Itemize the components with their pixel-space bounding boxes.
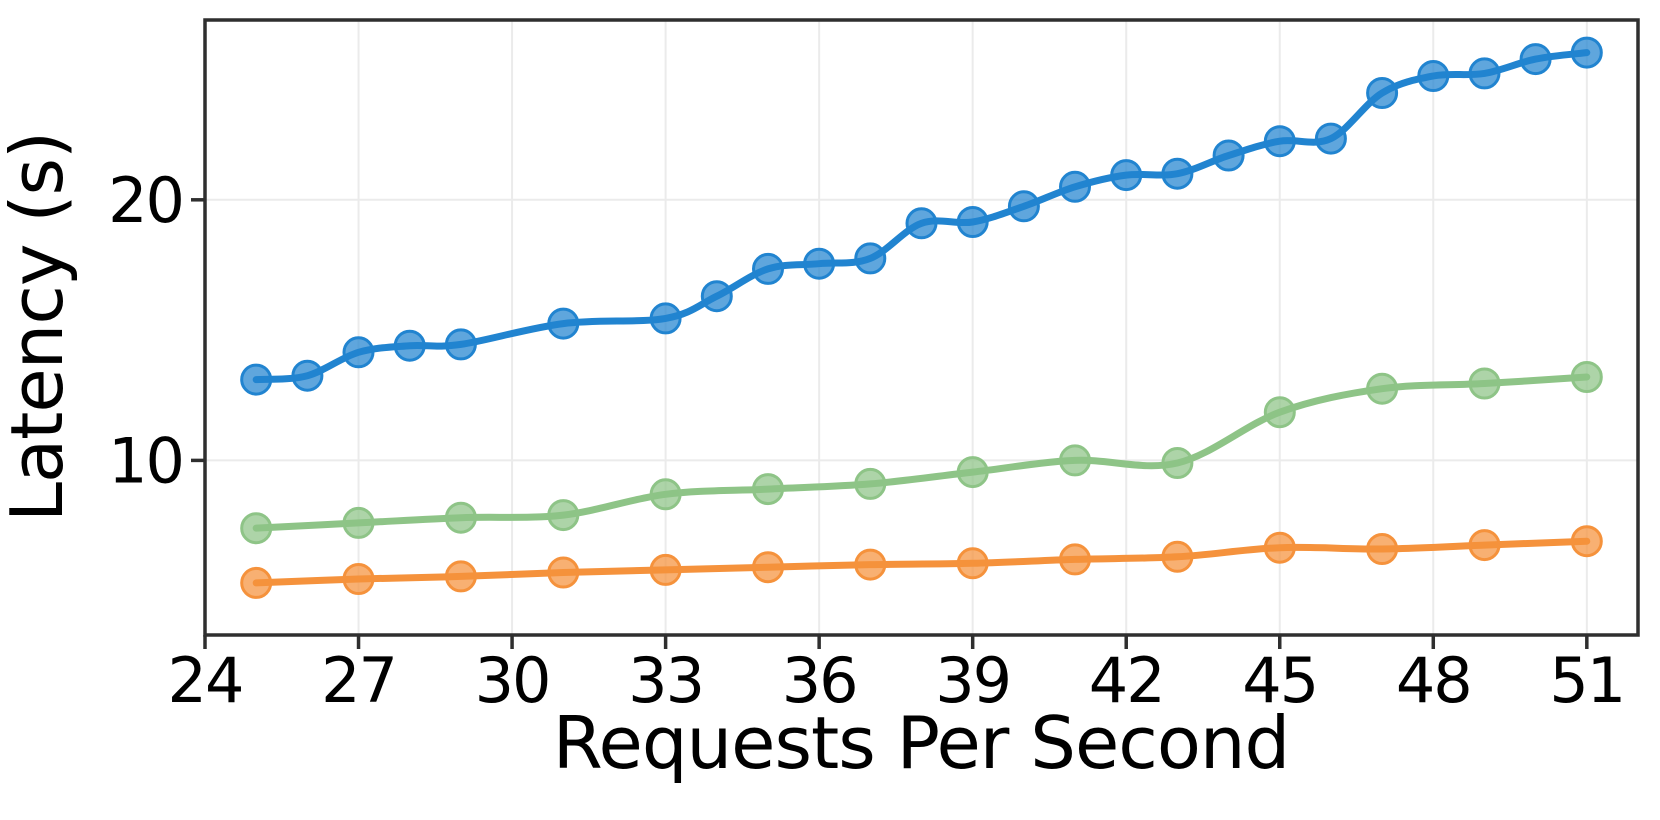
y-axis-label: Latency (s) (0, 132, 79, 522)
marker-orange (956, 547, 989, 580)
marker-blue (1468, 57, 1501, 90)
marker-blue (342, 336, 375, 369)
marker-green (854, 467, 887, 500)
marker-blue (649, 302, 682, 335)
marker-green (1468, 367, 1501, 400)
marker-blue (1110, 159, 1143, 192)
marker-orange (1468, 529, 1501, 562)
marker-blue (444, 328, 477, 361)
y-tick-label: 10 (108, 424, 183, 497)
marker-orange (547, 556, 580, 589)
marker-blue (1366, 77, 1399, 109)
x-tick-label: 30 (475, 644, 550, 717)
plot-spines (203, 18, 1640, 637)
series (240, 36, 1603, 599)
series-blue (240, 36, 1603, 396)
marker-orange (240, 566, 273, 599)
marker-blue (956, 206, 989, 238)
plot-frame (203, 18, 1640, 637)
series-orange (240, 525, 1603, 599)
marker-blue (393, 329, 426, 362)
marker-blue (1212, 139, 1245, 172)
marker-blue (1263, 125, 1296, 158)
marker-blue (291, 359, 324, 392)
marker-blue (905, 207, 938, 240)
x-tick-label: 24 (168, 644, 243, 717)
marker-orange (444, 560, 477, 593)
x-tick-label: 27 (321, 644, 396, 717)
x-tick-label: 48 (1396, 644, 1471, 717)
marker-blue (1314, 122, 1347, 155)
marker-green (956, 456, 989, 489)
marker-orange (752, 551, 784, 584)
x-tick-label: 42 (1089, 644, 1164, 717)
marker-orange (1263, 531, 1296, 564)
marker-green (1161, 447, 1194, 479)
marker-blue (1059, 170, 1091, 203)
marker-blue (854, 242, 887, 275)
marker-green (649, 478, 682, 511)
marker-green (752, 473, 784, 506)
x-tick-label: 45 (1242, 644, 1317, 717)
x-tick-label: 39 (935, 644, 1010, 717)
marker-green (1570, 361, 1603, 393)
gridlines (204, 20, 1638, 635)
marker-blue (803, 247, 836, 280)
y-tick-label: 20 (108, 164, 183, 237)
marker-blue (1519, 43, 1552, 76)
marker-green (444, 501, 477, 534)
marker-orange (854, 548, 887, 581)
marker-blue (1007, 190, 1040, 223)
marker-green (342, 506, 375, 539)
marker-orange (1570, 525, 1603, 558)
marker-blue (752, 252, 784, 285)
marker-blue (547, 307, 580, 340)
marker-orange (1366, 533, 1399, 565)
x-tick-label: 33 (628, 644, 703, 717)
marker-blue (700, 280, 733, 313)
series-green (240, 361, 1603, 545)
marker-green (547, 499, 580, 532)
marker-blue (1161, 157, 1194, 190)
x-tick-label: 51 (1549, 644, 1624, 717)
marker-blue (240, 363, 273, 396)
x-tick-label: 36 (782, 644, 857, 717)
marker-orange (342, 563, 375, 595)
marker-blue (1570, 36, 1603, 69)
marker-blue (1417, 60, 1450, 92)
marker-green (240, 512, 273, 545)
x-axis-label: Requests Per Second (553, 701, 1289, 785)
marker-green (1366, 372, 1399, 405)
marker-green (1263, 396, 1296, 429)
marker-orange (649, 553, 682, 586)
marker-orange (1059, 543, 1091, 576)
marker-orange (1161, 540, 1194, 573)
marker-green (1059, 444, 1091, 477)
tick-labels: 24 27 30 33 36 39 42 45 48 51 10 20 (108, 164, 1626, 717)
axis-ticks (191, 198, 1589, 649)
